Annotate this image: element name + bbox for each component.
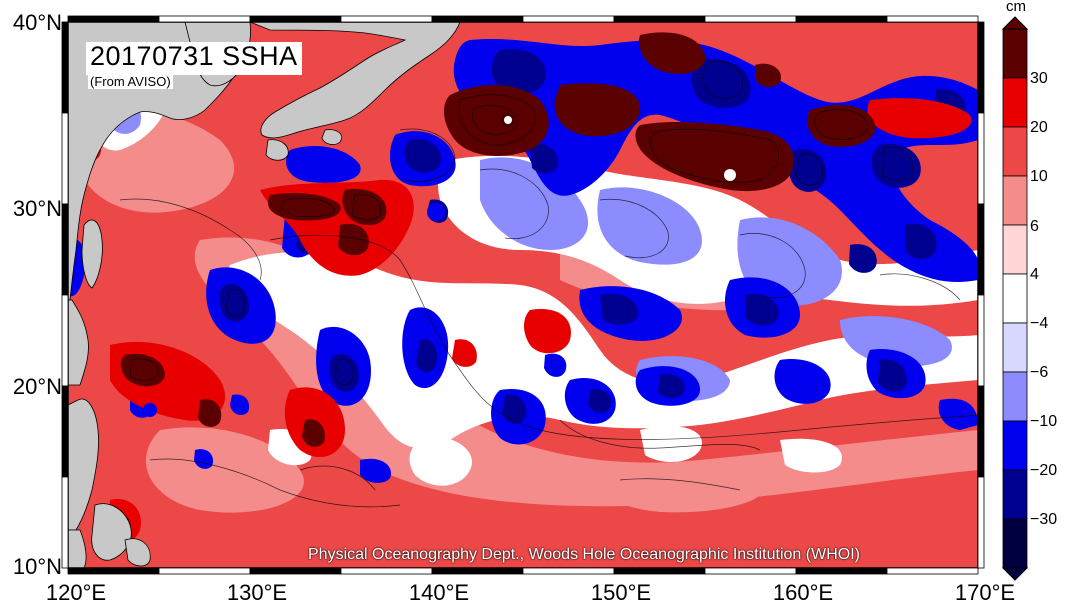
map-frame	[61, 15, 985, 575]
map-title: 20170731 SSHA	[90, 41, 298, 71]
frame-segment	[613, 15, 706, 23]
frame-segment	[795, 15, 888, 23]
frame-segment	[249, 15, 342, 23]
colorbar-swatch	[1002, 322, 1028, 373]
frame-segment	[886, 567, 979, 575]
frame-segment	[249, 567, 342, 575]
lat-label-20n: 20°N	[12, 374, 62, 399]
frame-segment	[977, 385, 985, 478]
frame-segment	[61, 385, 69, 478]
colorbar-max-arrow	[1001, 16, 1029, 30]
frame-segment	[704, 567, 797, 575]
colorbar-swatch	[1002, 28, 1028, 79]
colorbar-swatch	[1002, 371, 1028, 422]
ssha-field	[68, 22, 978, 568]
colorbar-swatch	[1002, 224, 1028, 275]
colorbar-label: 30	[1030, 70, 1048, 87]
lon-label-140e: 140°E	[408, 580, 470, 605]
colorbar-label: −10	[1030, 413, 1058, 430]
frame-segment	[61, 112, 69, 205]
frame-segment	[431, 567, 524, 575]
lon-label-120e: 120°E	[45, 580, 107, 605]
credit-text: Physical Oceanography Dept., Woods Hole …	[308, 546, 860, 563]
frame-segment	[886, 15, 979, 23]
colorbar-swatch	[1002, 518, 1028, 569]
contour-lines	[119, 60, 978, 508]
colorbar-swatch	[1002, 273, 1028, 324]
frame-segment	[67, 567, 160, 575]
colorbar-swatch	[1002, 77, 1028, 128]
frame-segment	[340, 567, 433, 575]
colorbar-label: −30	[1030, 511, 1058, 528]
frame-segment	[431, 15, 524, 23]
lat-label-40n: 40°N	[12, 10, 62, 35]
frame-segment	[61, 203, 69, 296]
frame-segment	[67, 15, 160, 23]
colorbar-unit: cm	[1006, 0, 1026, 15]
colorbar-label: 10	[1030, 168, 1048, 185]
colorbar-min-arrow	[1001, 567, 1029, 581]
colorbar-swatch	[1002, 469, 1028, 520]
lon-label-170e: 170°E	[954, 580, 1016, 605]
eddy-cores	[504, 116, 736, 181]
lon-label-130e: 130°E	[226, 580, 288, 605]
frame-segment	[977, 294, 985, 387]
colorbar-swatch	[1002, 126, 1028, 177]
title-box: 20170731 SSHA	[86, 42, 302, 75]
colorbar-label: −20	[1030, 462, 1058, 479]
colorbar	[1001, 16, 1029, 581]
frame-segment	[977, 112, 985, 205]
frame-segment	[158, 15, 251, 23]
frame-segment	[340, 15, 433, 23]
frame-segment	[704, 15, 797, 23]
colorbar-label: −6	[1030, 364, 1049, 381]
colorbar-label: 6	[1030, 218, 1039, 235]
frame-segment	[977, 21, 985, 114]
lon-label-150e: 150°E	[590, 580, 652, 605]
frame-segment	[61, 21, 69, 114]
lat-label-10n: 10°N	[12, 554, 62, 579]
frame-segment	[977, 203, 985, 296]
lon-label-160e: 160°E	[772, 580, 834, 605]
frame-segment	[613, 567, 706, 575]
lat-label-30n: 30°N	[12, 196, 62, 221]
frame-segment	[522, 15, 615, 23]
colorbar-swatch	[1002, 420, 1028, 471]
colorbar-label: 20	[1030, 119, 1048, 136]
frame-segment	[158, 567, 251, 575]
frame-segment	[522, 567, 615, 575]
frame-segment	[977, 476, 985, 569]
frame-segment	[61, 294, 69, 387]
map-subtitle: (From AVISO)	[88, 74, 173, 89]
colorbar-label: −4	[1030, 315, 1049, 332]
frame-segment	[61, 476, 69, 569]
colorbar-swatch	[1002, 175, 1028, 226]
frame-segment	[795, 567, 888, 575]
colorbar-label: 4	[1030, 266, 1039, 283]
